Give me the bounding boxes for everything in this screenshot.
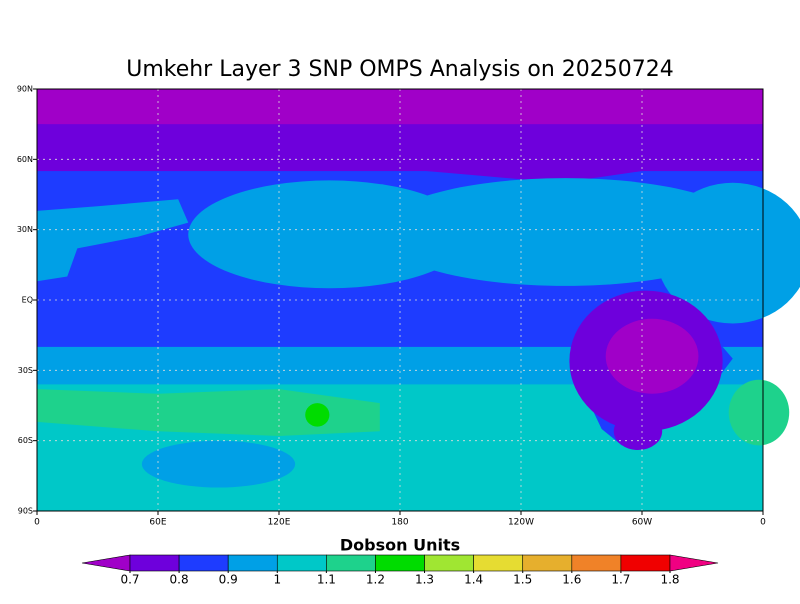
chart-title: Umkehr Layer 3 SNP OMPS Analysis on 2025…	[126, 57, 674, 82]
x-tick-label: 60E	[149, 518, 166, 528]
colorbar-tick-label: 1.6	[562, 573, 581, 587]
y-tick-label: 60N	[17, 155, 33, 164]
x-tick-label: 120W	[508, 518, 534, 528]
colorbar-box	[129, 554, 180, 572]
x-tick-label: 60W	[632, 518, 652, 528]
x-tick-label: 0	[760, 518, 766, 528]
y-tick-label: 90N	[17, 85, 33, 94]
colorbar-box	[571, 554, 622, 572]
colorbar-tick-label: 0.8	[170, 573, 189, 587]
map-frame	[36, 88, 764, 512]
colorbar-box	[620, 554, 671, 572]
contour-region	[37, 389, 380, 436]
colorbar-tick-label: 1.7	[611, 573, 630, 587]
colorbar-tick-label: 1.2	[366, 573, 385, 587]
x-tick-label: 180	[391, 518, 408, 528]
colorbar-box	[522, 554, 573, 572]
contour-region	[141, 440, 296, 488]
y-tick-label: EQ	[22, 296, 33, 305]
y-tick-label: 90S	[18, 507, 33, 516]
contour-region	[37, 124, 763, 183]
contour-region	[656, 182, 800, 324]
colorbar-tick-label: 1.3	[415, 573, 434, 587]
colorbar-tick-label: 0.9	[219, 573, 238, 587]
contour-band	[37, 89, 763, 125]
colorbar-tick-label: 1.4	[464, 573, 483, 587]
y-tick-label: 30S	[18, 366, 33, 375]
y-tick-label: 30N	[17, 225, 33, 234]
colorbar-box	[178, 554, 229, 572]
contour-region	[605, 318, 699, 394]
colorbar-label: Dobson Units	[340, 536, 460, 555]
colorbar-box	[326, 554, 376, 572]
y-tick-label: 60S	[18, 436, 33, 445]
colorbar-box	[424, 554, 474, 572]
colorbar-tick-label: 1.1	[317, 573, 336, 587]
contour-region	[37, 199, 189, 282]
colorbar-tick-label: 1.8	[660, 573, 679, 587]
colorbar-tick-label: 1.5	[513, 573, 532, 587]
colorbar-box	[276, 554, 327, 572]
colorbar-tick-label: 0.7	[120, 573, 139, 587]
colorbar-tick-label: 1	[273, 573, 281, 587]
x-tick-label: 0	[34, 518, 40, 528]
colorbar-box	[375, 554, 425, 572]
x-tick-label: 120E	[268, 518, 291, 528]
colorbar-low	[81, 554, 131, 572]
colorbar-box	[473, 554, 524, 572]
contour-region	[728, 379, 790, 446]
colorbar-high	[669, 554, 719, 572]
contour-region	[305, 403, 330, 427]
contour-region	[613, 412, 663, 451]
colorbar-box	[227, 554, 278, 572]
